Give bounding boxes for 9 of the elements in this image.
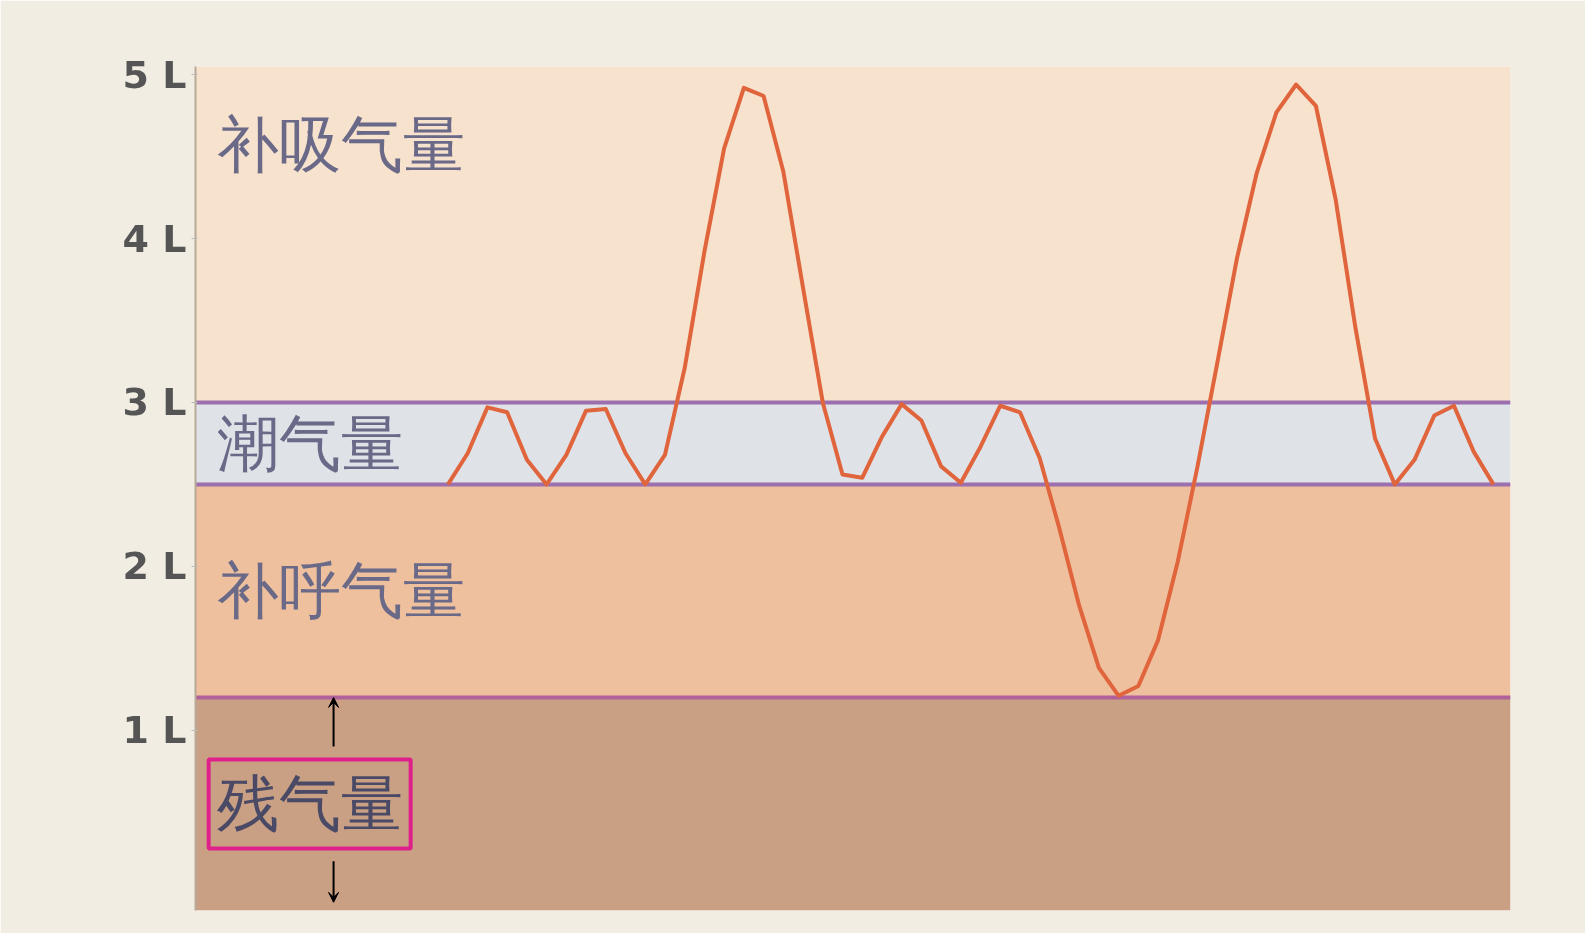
y-tick-label: 4 L — [122, 216, 187, 261]
band-label: 补呼气量 — [216, 554, 465, 628]
y-tick-label: 1 L — [122, 708, 187, 753]
band-label: 潮气量 — [216, 406, 403, 480]
y-tick-label: 5 L — [122, 52, 187, 97]
y-tick-label: 2 L — [122, 544, 187, 589]
band-label: 补吸气量 — [216, 107, 465, 181]
y-tick-label: 3 L — [122, 380, 187, 425]
band-label: 残气量 — [216, 767, 403, 841]
